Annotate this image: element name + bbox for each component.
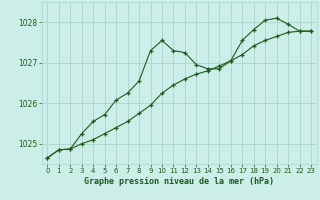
X-axis label: Graphe pression niveau de la mer (hPa): Graphe pression niveau de la mer (hPa): [84, 177, 274, 186]
